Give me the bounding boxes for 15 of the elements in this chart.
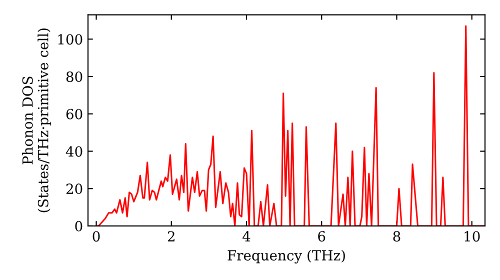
y-tick-label: 20 (66, 184, 82, 194)
y-tick-label: 0 (75, 220, 82, 232)
y-axis-title: Phonon DOS (States/THz·primitive cell) (22, 28, 52, 212)
y-tick-label: 100 (58, 34, 82, 45)
x-tick-label: 4 (242, 231, 250, 242)
y-tick-label: 80 (66, 71, 82, 82)
x-tick-label: 10 (464, 231, 480, 242)
x-tick-label: 8 (393, 231, 400, 242)
line-series (96, 25, 485, 226)
x-axis-title: Frequency (THz) (228, 250, 345, 264)
y-tick-label: 60 (66, 108, 82, 120)
y-tick-label: 40 (66, 146, 82, 157)
x-tick-label: 2 (168, 231, 174, 242)
x-tick-label: 0 (92, 231, 100, 242)
x-tick-label: 6 (318, 231, 326, 242)
